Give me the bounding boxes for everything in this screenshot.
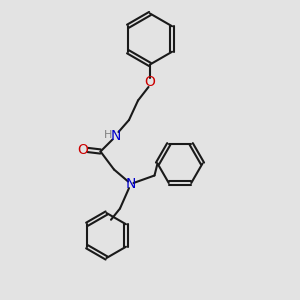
Text: N: N: [125, 178, 136, 191]
Text: O: O: [77, 143, 88, 157]
Text: N: N: [110, 130, 121, 143]
Text: H: H: [104, 130, 112, 140]
Text: O: O: [145, 76, 155, 89]
